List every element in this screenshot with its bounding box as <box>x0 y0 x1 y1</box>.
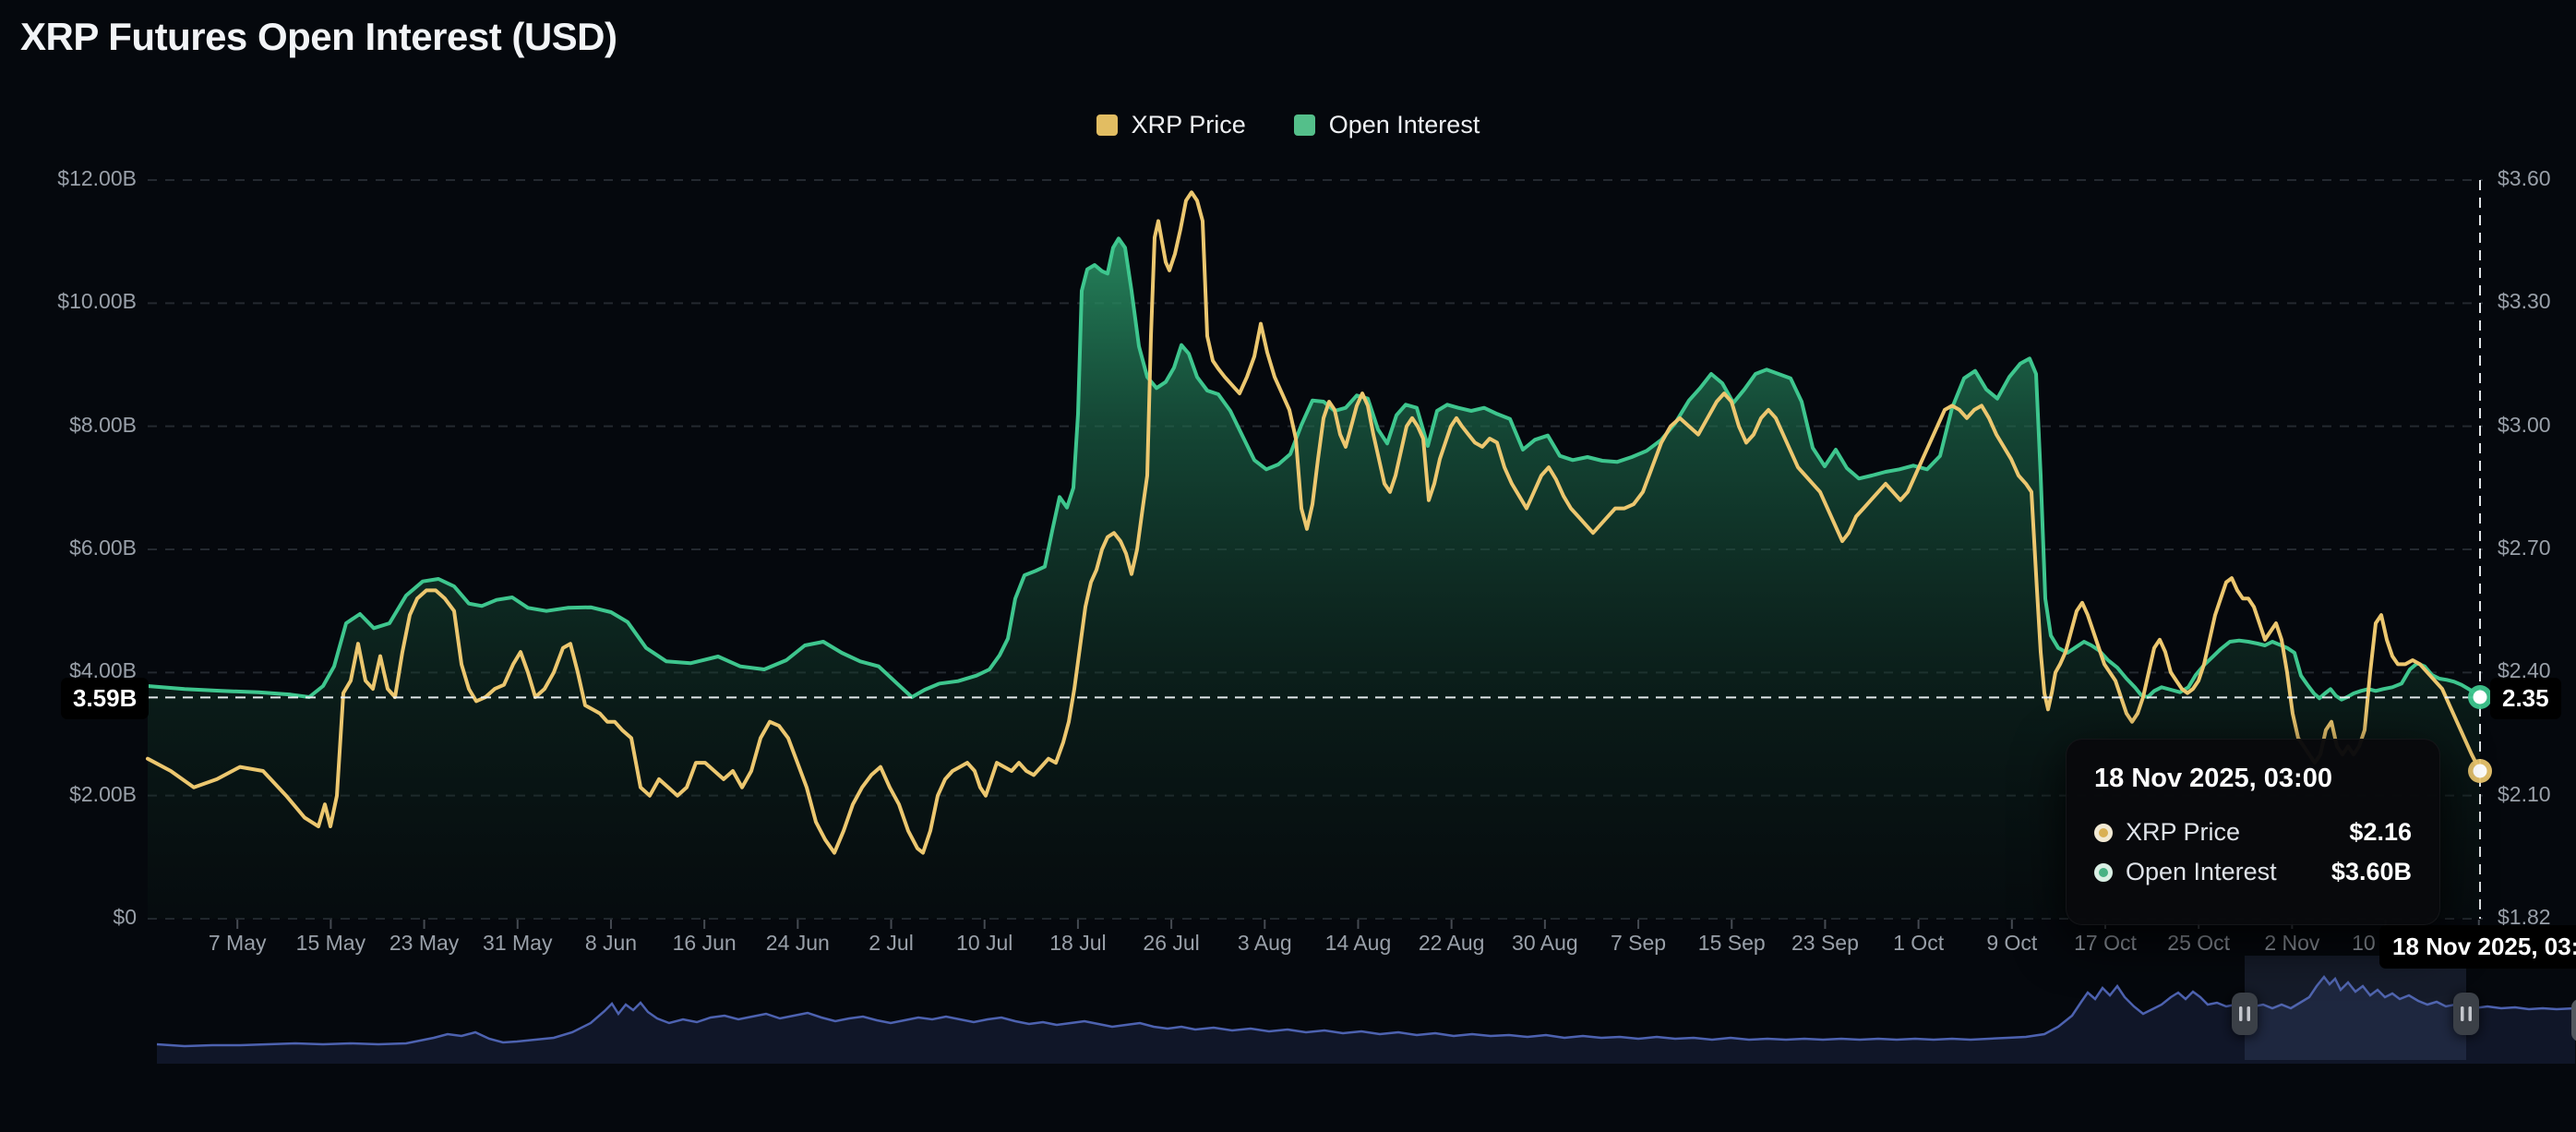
xrp-price-line <box>146 190 2482 855</box>
x-axis-label: 8 Jun <box>584 931 638 955</box>
navigator-selection-window[interactable] <box>2245 956 2466 1060</box>
legend: XRP Price Open Interest <box>0 111 2576 139</box>
tooltip-label: Open Interest <box>2126 858 2277 885</box>
series-endpoint-markers <box>2468 685 2492 783</box>
x-axis-label: 23 May <box>389 931 460 955</box>
tooltip-value: $3.60B <box>2330 858 2412 885</box>
y-axis-label-right: $2.10 <box>2498 781 2551 806</box>
page-title: XRP Futures Open Interest (USD) <box>20 15 617 58</box>
x-axis-label: 22 Aug <box>1418 931 1485 955</box>
tooltip-row-xrp-price: XRP Price $2.16 <box>2094 818 2412 847</box>
x-axis-label: 14 Aug <box>1324 931 1392 955</box>
y-axis-label-left: $0 <box>113 905 137 929</box>
open-interest-dot-icon <box>2094 862 2113 882</box>
y-axis-label-right: $1.82 <box>2498 905 2551 929</box>
open-interest-line <box>146 236 2482 702</box>
x-axis-label: 2 Nov <box>2264 931 2320 955</box>
x-axis-label: 15 May <box>295 931 366 955</box>
legend-label: XRP Price <box>1131 111 1246 138</box>
x-axis-label: 16 Jun <box>672 931 737 955</box>
x-axis-label: 3 Aug <box>1237 931 1292 955</box>
x-axis-label: 31 May <box>483 931 553 955</box>
y-axis-label-left: $10.00B <box>57 289 137 314</box>
y-axis-label-left: $2.00B <box>69 781 137 806</box>
y-axis-label-left: $6.00B <box>69 536 137 560</box>
legend-item-open-interest[interactable]: Open Interest <box>1293 111 1480 139</box>
x-axis-label: 18 Jul <box>1049 931 1107 955</box>
x-axis-label: 7 Sep <box>1610 931 1667 955</box>
tooltip-label: XRP Price <box>2126 818 2241 846</box>
crosshair-right-value-badge: 2.35 <box>2490 678 2561 720</box>
open-interest-area <box>148 238 2480 919</box>
navigator-left-handle[interactable] <box>2232 993 2258 1035</box>
navigator-area <box>157 977 2575 1064</box>
tooltip: 18 Nov 2025, 03:00 XRP Price $2.16 Open … <box>2066 739 2440 925</box>
legend-label: Open Interest <box>1328 111 1480 138</box>
x-axis-label: 23 Sep <box>1791 931 1859 955</box>
crosshair-date-badge: 18 Nov 2025, 03:00 <box>2379 925 2576 969</box>
legend-item-xrp-price[interactable]: XRP Price <box>1096 111 1246 139</box>
tooltip-value: $2.16 <box>2349 818 2412 846</box>
x-axis-label: 7 May <box>208 931 267 955</box>
x-axis-label: 9 Oct <box>1986 931 2038 955</box>
navigator-right-handle[interactable] <box>2453 993 2479 1035</box>
open-interest-swatch-icon <box>1293 114 1315 136</box>
y-axis-label-right: $3.30 <box>2498 289 2551 314</box>
x-axis-label: 30 Aug <box>1512 931 1578 955</box>
y-axis-label-left: $8.00B <box>69 412 137 437</box>
navigator-line <box>156 974 2576 1048</box>
x-axis-label: 26 Jul <box>1143 931 1200 955</box>
scrollbar-nub[interactable] <box>2571 999 2576 1042</box>
tooltip-date: 18 Nov 2025, 03:00 <box>2094 764 2332 793</box>
x-axis-label: 24 Jun <box>765 931 830 955</box>
tooltip-row-open-interest: Open Interest $3.60B <box>2094 858 2412 886</box>
y-axis-label-right: $3.60 <box>2498 166 2551 190</box>
xrp-price-dot-icon <box>2094 823 2113 842</box>
x-axis-label: 1 Oct <box>1893 931 1945 955</box>
xrp-price-swatch-icon <box>1096 114 1118 136</box>
x-axis-label: 10 Jul <box>956 931 1013 955</box>
x-axis-label: 17 Oct <box>2074 931 2137 955</box>
x-axis-label: 25 Oct <box>2167 931 2231 955</box>
y-axis-label-left: $12.00B <box>57 166 137 190</box>
y-axis-label-right: $3.00 <box>2498 412 2551 437</box>
navigator-strip[interactable] <box>156 956 2576 1064</box>
y-axis-label-right: $2.70 <box>2498 536 2551 560</box>
x-axis-label: 15 Sep <box>1697 931 1766 955</box>
crosshair-left-value-badge: 3.59B <box>61 678 150 720</box>
x-axis-label: 2 Jul <box>869 931 914 955</box>
